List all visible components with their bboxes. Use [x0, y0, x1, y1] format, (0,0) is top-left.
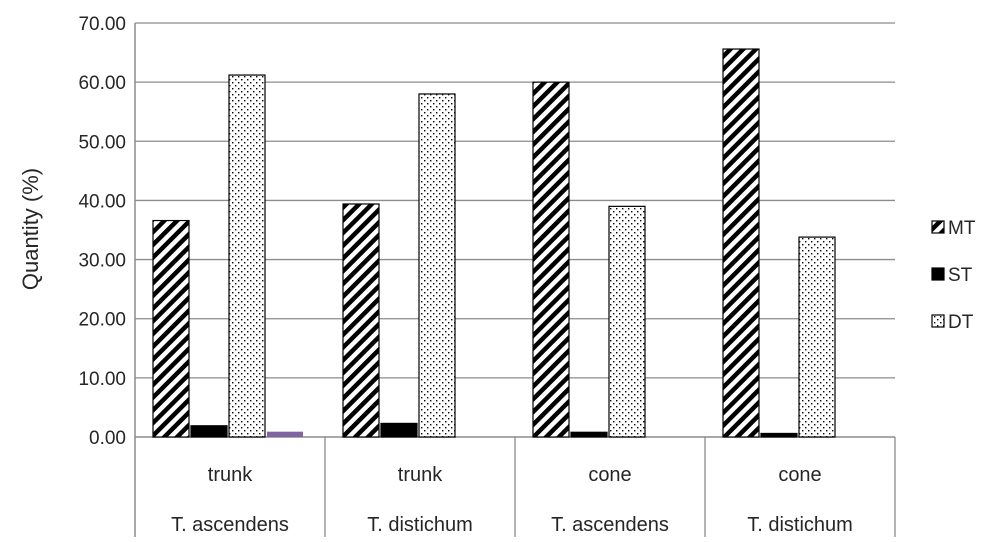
labels: 0.00 10.00 20.00 30.00 40.00 50.00 60.00 70.00 t… [78, 14, 852, 536]
y-tick-label: 10.00 [78, 369, 126, 390]
legend-swatch-dt [931, 314, 945, 328]
bar-mt [722, 48, 760, 438]
y-tick-label: 70.00 [78, 14, 126, 35]
bar-st [190, 425, 228, 438]
category-label-part: cone [588, 464, 631, 486]
y-tick-label: 0.00 [89, 428, 126, 449]
bar-dt [798, 236, 836, 438]
legend-swatch-st [931, 267, 945, 281]
bar-st [570, 431, 608, 438]
bar-extra [267, 431, 303, 437]
category-label-part: cone [778, 464, 821, 486]
bar-dt [608, 205, 646, 438]
category-label-species: T. distichum [747, 514, 853, 536]
category-label-part: trunk [208, 464, 253, 486]
legend-label-mt: MT [948, 218, 976, 239]
legend-label-dt: DT [948, 312, 974, 333]
legend-label-st: ST [948, 265, 973, 286]
category-label-species: T. ascendens [171, 514, 289, 536]
bar-mt [342, 203, 380, 438]
bar-dt [228, 74, 266, 438]
y-axis-label: Quantity (%) [18, 168, 43, 290]
y-tick-label: 60.00 [78, 73, 126, 94]
bar-mt [152, 219, 190, 438]
y-tick-label: 40.00 [78, 191, 126, 212]
legend-swatch-mt [931, 220, 945, 234]
category-label-species: T. ascendens [551, 514, 669, 536]
legend: MT ST DT [931, 218, 976, 333]
bar-st [380, 422, 418, 438]
y-tick-label: 30.00 [78, 251, 126, 272]
category-label-part: trunk [398, 464, 443, 486]
bars [152, 48, 836, 438]
category-label-species: T. distichum [367, 514, 473, 536]
bar-st [760, 432, 798, 438]
y-tick-label: 20.00 [78, 310, 126, 331]
bar-dt [418, 93, 456, 438]
y-tick-label: 50.00 [78, 132, 126, 153]
bar-mt [532, 81, 570, 438]
